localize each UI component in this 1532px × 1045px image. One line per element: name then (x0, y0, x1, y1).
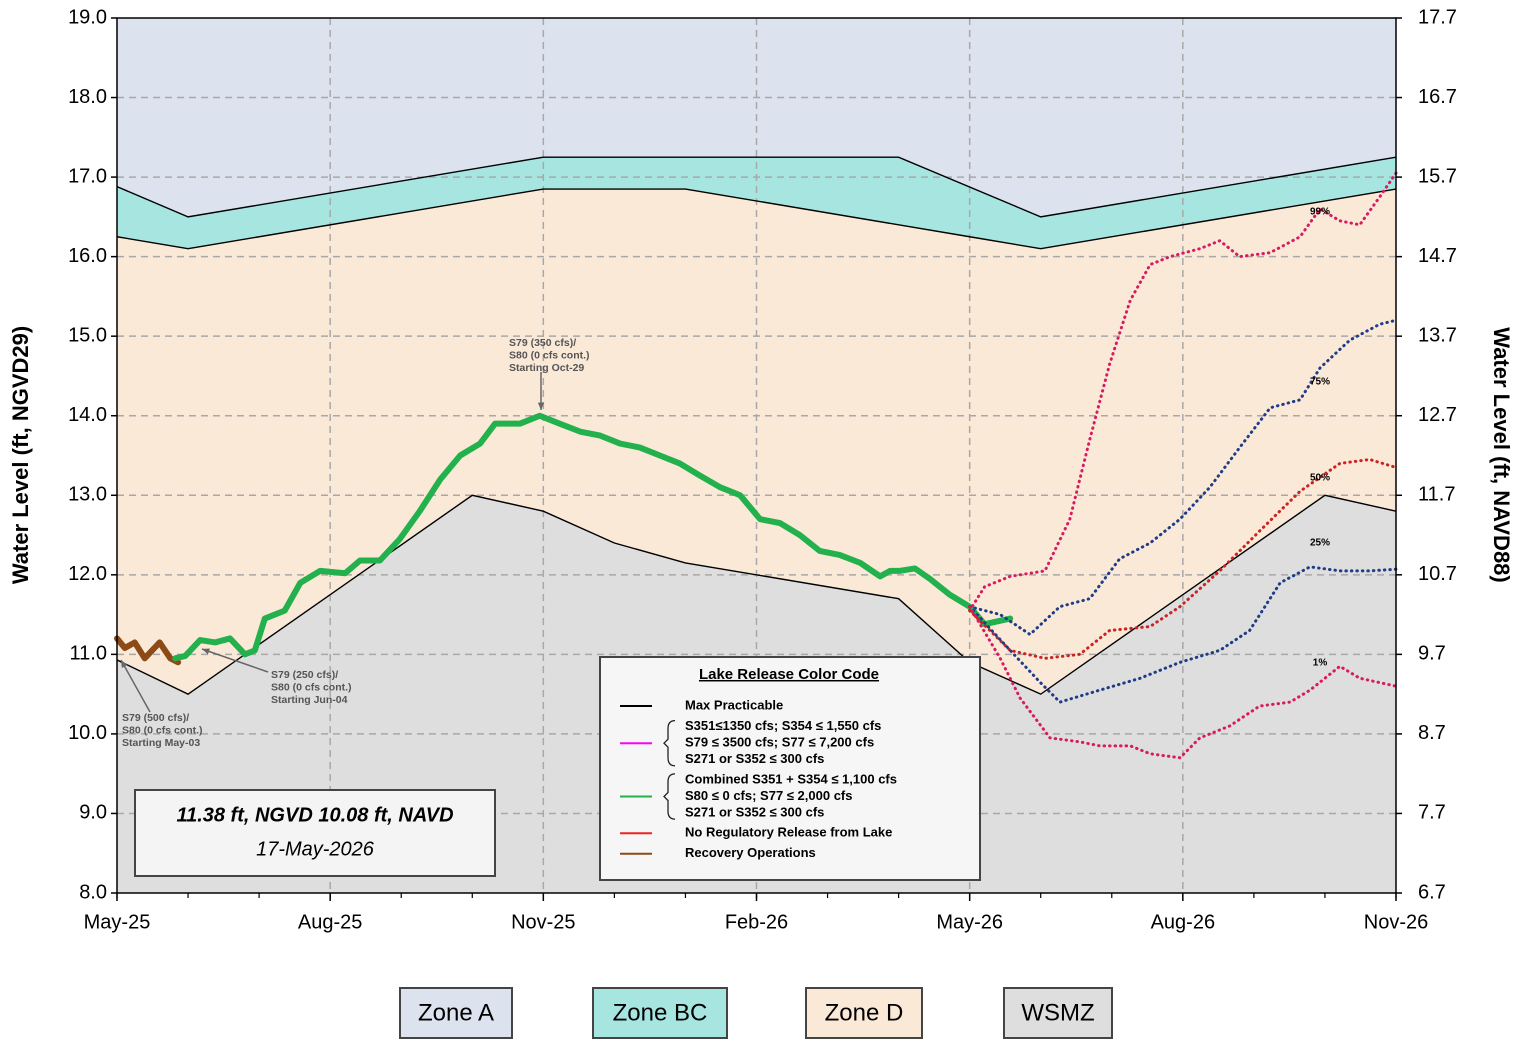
projection-label: 25% (1310, 538, 1330, 549)
annotation-text: S79 (500 cfs)/ (122, 712, 189, 724)
legend-text: S271 or S352 ≤ 300 cfs (685, 805, 824, 820)
projection-line (968, 457, 1398, 660)
legend-title: Lake Release Color Code (699, 666, 879, 683)
projection-line (968, 565, 1398, 704)
annotation-text: S79 (350 cfs)/ (509, 337, 576, 349)
annotation-text: Starting May-03 (122, 737, 200, 749)
legend-brace (663, 773, 676, 820)
projection-label: 50% (1310, 473, 1330, 484)
y-tick-label: 11.0 (70, 643, 107, 665)
x-tick-label: Nov-26 (1364, 911, 1428, 933)
y2-tick-label: 10.7 (1418, 563, 1457, 585)
annotation-arrowhead (121, 660, 128, 668)
legend-text: S271 or S352 ≤ 300 cfs (685, 751, 824, 766)
y-tick-label: 10.0 (68, 722, 107, 744)
legend-text: S80 ≤ 0 cfs; S77 ≤ 2,000 cfs (685, 788, 852, 803)
annotation-text: Starting Jun-04 (271, 694, 348, 706)
legend-text: Max Practicable (685, 697, 783, 712)
zone-legend-box (1003, 987, 1113, 1039)
y2-tick-label: 13.7 (1418, 324, 1457, 346)
y-tick-label: 12.0 (68, 563, 107, 585)
y-tick-label: 19.0 (68, 6, 107, 28)
y-axis-label: Water Level (ft, NGVD29) (8, 326, 33, 584)
projection-label: 1% (1313, 658, 1328, 669)
zone-legend-label: WSMZ (1021, 999, 1094, 1026)
legend-brace (663, 719, 676, 767)
x-tick-label: May-26 (936, 911, 1003, 933)
legend-text: S351≤1350 cfs; S354 ≤ 1,550 cfs (685, 718, 881, 733)
zone-legend-box (592, 987, 728, 1039)
y2-tick-label: 9.7 (1418, 643, 1446, 665)
y-tick-label: 9.0 (79, 802, 107, 824)
projection-label: 99% (1310, 207, 1330, 218)
y2-tick-label: 16.7 (1418, 86, 1457, 108)
annotation-arrowhead (537, 402, 545, 410)
legend-text: S79 ≤ 3500 cfs; S77 ≤ 7,200 cfs (685, 735, 874, 750)
legend-text: Recovery Operations (685, 845, 816, 860)
annotation-text: Starting Oct-29 (509, 362, 584, 374)
observed-line (172, 412, 1014, 662)
annotation-text: S80 (0 cfs cont.) (271, 681, 352, 693)
annotation-text: S80 (0 cfs cont.) (122, 724, 203, 736)
annotation-arrow (201, 648, 269, 673)
annotation-arrow (120, 659, 151, 713)
y2-tick-label: 7.7 (1418, 802, 1446, 824)
zone-boundary (116, 156, 1397, 218)
zone-legend-label: Zone A (418, 999, 494, 1026)
y2-axis-label: Water Level (ft, NAVD88) (1489, 327, 1514, 583)
projection-line (968, 318, 1398, 636)
x-tick-label: Aug-26 (1151, 911, 1216, 933)
legend-text: No Regulatory Release from Lake (685, 825, 892, 840)
y-tick-label: 16.0 (68, 245, 107, 267)
legend-box (599, 656, 981, 881)
zone-legend-box (399, 987, 513, 1039)
zone-legend-label: Zone D (825, 999, 904, 1026)
projection-label: 75% (1310, 377, 1330, 388)
annotation-arrowhead (202, 648, 210, 655)
legend-text: Combined S351 + S354 ≤ 1,100 cfs (685, 771, 897, 786)
y-tick-label: 18.0 (68, 86, 107, 108)
x-tick-label: May-25 (84, 911, 151, 933)
annotation-text: S80 (0 cfs cont.) (509, 349, 590, 361)
y2-tick-label: 11.7 (1418, 484, 1455, 506)
y2-tick-label: 8.7 (1418, 722, 1446, 744)
x-tick-label: Nov-25 (511, 911, 575, 933)
y-tick-label: 17.0 (68, 165, 107, 187)
projection-line (968, 605, 1398, 760)
x-tick-label: Feb-26 (725, 911, 788, 933)
current-level-box (134, 789, 496, 877)
zone-legend-box (805, 987, 923, 1039)
observed-line (114, 635, 182, 666)
current-level: 11.38 ft, NGVD 10.08 ft, NAVD (176, 804, 453, 826)
y-tick-label: 13.0 (68, 484, 107, 506)
x-tick-label: Aug-25 (298, 911, 363, 933)
y2-tick-label: 12.7 (1418, 404, 1457, 426)
y-tick-label: 14.0 (68, 404, 107, 426)
current-date: 17-May-2026 (256, 838, 375, 860)
y2-tick-label: 15.7 (1418, 165, 1457, 187)
y2-tick-label: 6.7 (1418, 881, 1446, 903)
y2-tick-label: 17.7 (1418, 6, 1457, 28)
y2-tick-label: 14.7 (1418, 245, 1457, 267)
zone-boundary (116, 188, 1397, 250)
y-tick-label: 8.0 (79, 881, 107, 903)
projection-line (968, 171, 1398, 613)
y-tick-label: 15.0 (68, 324, 107, 346)
zone-legend-label: Zone BC (613, 999, 708, 1026)
annotation-text: S79 (250 cfs)/ (271, 669, 338, 681)
